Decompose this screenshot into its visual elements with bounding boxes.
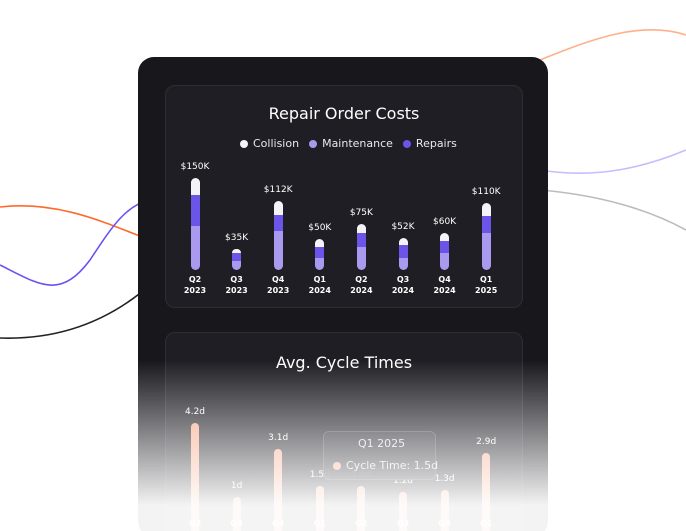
bar-segment: [356, 233, 366, 247]
value-label: $60K: [433, 217, 457, 228]
bar-segment: [440, 233, 450, 241]
value-label: 4.2d: [184, 407, 206, 418]
value-label: $35K: [225, 232, 249, 243]
bar-segment: [232, 260, 242, 270]
legend-swatch: [402, 140, 411, 148]
x-tick-label: Q4 2024: [433, 519, 455, 531]
chart-title: Repair Order Costs: [268, 104, 420, 123]
value-label: 2.9d: [476, 437, 497, 448]
x-tick-label: Q1 2024: [308, 275, 331, 295]
bar-segment: [481, 216, 491, 234]
chart-title: Avg. Cycle Times: [275, 353, 413, 372]
value-label: $50K: [308, 223, 332, 234]
x-tick-label: Q4 2024: [433, 275, 456, 295]
bar-segment: [398, 257, 408, 270]
value-label: $110K: [471, 186, 501, 197]
legend-label: Collision: [253, 137, 300, 150]
curve: [0, 284, 151, 339]
legend-label: Maintenance: [322, 137, 393, 150]
curve: [0, 205, 151, 241]
bar: [191, 423, 199, 531]
card: [165, 85, 523, 308]
x-tick-label: Q1 2025: [475, 519, 497, 531]
curve: [0, 199, 151, 286]
x-tick-label: Q1 2024: [309, 519, 331, 531]
bar-segment: [440, 240, 450, 253]
value-label: $150K: [180, 162, 210, 173]
x-tick-label: Q3 2023: [225, 275, 248, 295]
legend-swatch: [240, 140, 248, 148]
x-tick-label: Q2 2024: [350, 275, 373, 295]
bar-segment: [190, 225, 200, 270]
legend-swatch: [309, 140, 318, 148]
bar-segment: [315, 257, 325, 270]
curve: [539, 189, 686, 231]
bar-segment: [440, 252, 450, 270]
tooltip-title: Q1 2025: [358, 437, 406, 450]
bar-segment: [190, 195, 200, 226]
bar-segment: [190, 178, 200, 196]
value-label: $75K: [349, 208, 373, 219]
bar-segment: [481, 202, 491, 217]
x-tick-label: Q1 2025: [475, 275, 498, 295]
bar-segment: [273, 230, 283, 270]
x-tick-label: Q4 2023: [267, 519, 289, 531]
bar-segment: [315, 246, 325, 258]
legend-label: Repairs: [415, 137, 457, 150]
x-tick-label: Q3 2024: [391, 275, 415, 295]
tooltip-text: Cycle Time: 1.5d: [346, 459, 439, 472]
bar-segment: [356, 246, 366, 270]
bar-segment: [398, 245, 408, 258]
value-label: 3.1d: [268, 432, 289, 443]
bar-segment: [232, 253, 242, 261]
bar-segment: [273, 201, 283, 215]
x-tick-label: Q2 2023: [183, 275, 207, 295]
curve: [539, 28, 686, 61]
x-tick-label: Q2 2024: [350, 519, 372, 531]
bar-segment: [356, 224, 366, 234]
value-label: $112K: [263, 185, 293, 196]
bar-segment: [398, 238, 408, 246]
curve: [539, 149, 686, 175]
bar-segment: [273, 214, 283, 231]
tooltip-swatch: [333, 462, 341, 470]
x-tick-label: Q4 2023: [267, 275, 290, 295]
bar-segment: [315, 239, 325, 247]
x-tick-label: Q2 2023: [184, 519, 206, 531]
value-label: $52K: [391, 222, 415, 233]
x-tick-label: Q3 2023: [225, 519, 247, 531]
value-label: 1d: [230, 481, 243, 491]
bar-segment: [481, 233, 491, 270]
x-tick-label: Q3 2024: [392, 519, 414, 531]
bar-segment: [232, 248, 242, 254]
